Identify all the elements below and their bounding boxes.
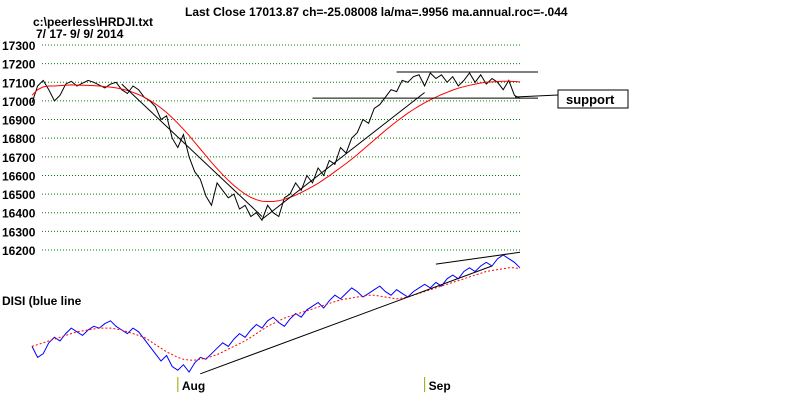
- file-path: c:\peerless\HRDJI.txt: [33, 15, 153, 29]
- y-tick-label: 16900: [2, 114, 36, 128]
- y-tick-label: 17000: [2, 95, 36, 109]
- disi-line: [31, 254, 521, 373]
- x-axis: Aug Sep: [177, 377, 451, 393]
- y-tick-label: 16700: [2, 151, 36, 165]
- support-label: support: [566, 92, 615, 107]
- support-pointer-line: [514, 94, 559, 98]
- price-trendline: [121, 83, 263, 217]
- disi-panel: [31, 251, 521, 375]
- price-moving-average-line: [31, 80, 521, 202]
- y-tick-label: 16400: [2, 207, 36, 221]
- date-range: 7/ 17- 9/ 9/ 2014: [36, 27, 124, 41]
- x-tick-label: Aug: [182, 379, 205, 393]
- price-grid: [42, 44, 520, 251]
- support-box: [557, 89, 629, 109]
- disi-trendline: [435, 251, 521, 265]
- price-line: [31, 72, 521, 222]
- x-tick-label: Sep: [429, 379, 451, 393]
- disi-label: DISI (blue line: [2, 294, 82, 308]
- y-tick-label: 16600: [2, 169, 36, 183]
- disi-moving-average-line: [31, 267, 521, 361]
- y-tick-label: 16500: [2, 188, 36, 202]
- y-tick-label: 16800: [2, 132, 36, 146]
- price-y-axis: 17300 17200 17100 17000 16900 16800 16700 16600…: [2, 39, 36, 258]
- price-trendline: [261, 92, 425, 220]
- y-tick-label: 17100: [2, 76, 36, 90]
- support-callout: support: [514, 89, 629, 109]
- y-tick-label: 16300: [2, 225, 36, 239]
- price-panel: [31, 71, 538, 222]
- y-tick-label: 17300: [2, 39, 36, 53]
- y-tick-label: 17200: [2, 58, 36, 72]
- chart-title: Last Close 17013.87 ch=-25.08008 la/ma=.…: [185, 5, 568, 19]
- disi-trendline: [200, 265, 493, 375]
- y-tick-label: 16200: [2, 244, 36, 258]
